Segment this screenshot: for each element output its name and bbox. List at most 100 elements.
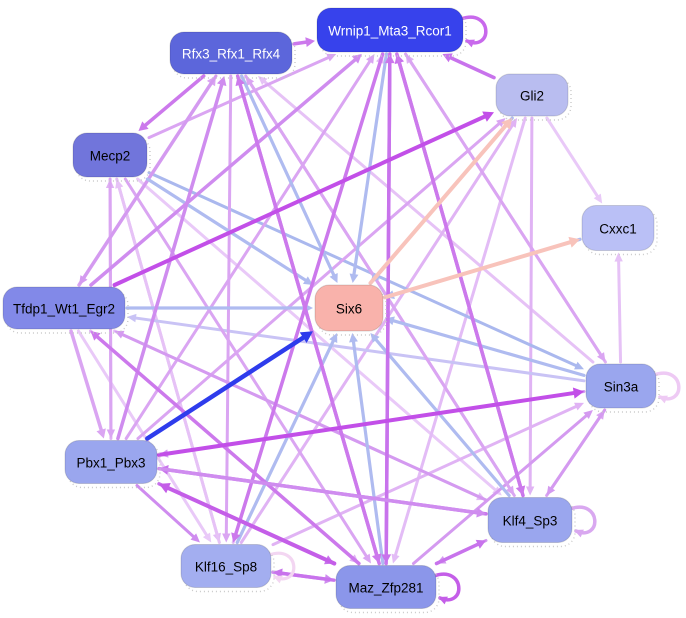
node-box-tfdp1[interactable]	[2, 286, 126, 330]
node-klf16[interactable]: Klf16_Sp8	[180, 544, 275, 593]
arrowhead-pbx1-sin3a	[572, 387, 584, 399]
self-loop-arrowhead-sin3a	[658, 395, 668, 404]
edge-maz-tfdp1	[92, 332, 361, 566]
edge-klf4-six6	[372, 335, 511, 498]
edge-maz-klf16	[276, 571, 336, 582]
node-pbx1[interactable]: Pbx1_Pbx3	[64, 440, 161, 489]
arrowhead-klf16-six6	[329, 333, 338, 344]
self-loop-klf4	[568, 505, 597, 535]
arrowhead-wrnip-six6	[349, 273, 359, 283]
node-klf4[interactable]: Klf4_Sp3	[487, 497, 576, 548]
arrowhead-rfx-klf16	[222, 533, 231, 543]
arrowhead-wrnip-maz	[381, 554, 392, 564]
arrowhead-wrnip-sin3a	[597, 352, 606, 362]
edge-pbx1-wrnip	[124, 57, 374, 440]
arrowhead-rfx-tfdp1	[79, 275, 88, 285]
edge-klf16-gli2	[239, 121, 516, 544]
self-loop-maz	[432, 572, 461, 602]
edge-pbx1-six6	[145, 332, 310, 441]
node-box-maz[interactable]	[335, 565, 437, 609]
node-label-rfx: Rfx3_Rfx1_Rfx4	[182, 47, 281, 62]
node-label-klf16: Klf16_Sp8	[195, 560, 257, 575]
edge-gli2-wrnip	[445, 54, 496, 80]
node-label-tfdp1: Tfdp1_Wt1_Egr2	[13, 302, 115, 317]
edge-mecp2-sin3a	[147, 171, 581, 369]
edge-mecp2-klf4	[136, 177, 500, 494]
node-box-wrnip[interactable]	[316, 7, 464, 53]
edge-klf4-tfdp1	[117, 331, 488, 502]
self-loop-arrowhead-klf4	[574, 529, 584, 538]
edge-tfdp1-gli2	[112, 112, 491, 287]
arrowhead-sin3a-klf4	[546, 485, 556, 496]
arrowhead-mecp2-wrnip	[326, 53, 337, 62]
node-box-mecp2[interactable]	[72, 132, 148, 178]
edge-wrnip-sin3a	[404, 52, 604, 359]
arrowhead-gli2-klf4	[525, 486, 535, 496]
node-box-cxxc1[interactable]	[581, 205, 655, 251]
node-box-rfx[interactable]	[169, 31, 293, 75]
arrowhead-maz-pbx1	[159, 483, 171, 494]
arrowhead-pbx1-klf16	[190, 533, 201, 543]
edge-sin3a-six6	[388, 318, 586, 377]
node-wrnip[interactable]: Wrnip1_Mta3_Rcor1	[316, 7, 467, 57]
arrowhead-maz-six6	[349, 333, 358, 343]
edge-tfdp1-pbx1	[69, 329, 104, 436]
node-label-gli2: Gli2	[520, 89, 544, 104]
edge-klf16-sin3a	[271, 403, 581, 547]
edge-rfx-six6	[240, 74, 337, 280]
self-loop-arrowhead-wrnip	[465, 39, 475, 48]
edge-gli2-klf4	[528, 116, 534, 492]
arrowhead-maz-klf4	[475, 539, 486, 549]
edge-klf16-six6	[235, 336, 337, 545]
node-box-six6[interactable]	[314, 284, 384, 332]
node-label-klf4: Klf4_Sp3	[503, 514, 558, 529]
edge-gli2-cxxc1	[545, 116, 601, 201]
edge-rfx-maz	[235, 74, 380, 561]
edge-mecp2-six6	[145, 177, 311, 284]
arrowhead-tfdp1-wrnip	[351, 54, 362, 64]
node-box-klf4[interactable]	[487, 497, 573, 543]
arrowhead-wrnip-klf16	[231, 532, 241, 543]
node-shadow-wrnip	[319, 11, 467, 57]
arrowhead-rfx-maz	[371, 553, 382, 564]
edge-pbx1-klf16	[135, 484, 198, 541]
arrowhead-pbx1-wrnip	[366, 54, 375, 64]
arrowhead-wrnip-klf4	[515, 485, 526, 496]
node-label-mecp2: Mecp2	[90, 149, 131, 164]
node-mecp2[interactable]: Mecp2	[72, 132, 151, 182]
edge-sin3a-cxxc1	[617, 256, 623, 364]
arrowhead-rfx-wrnip	[305, 37, 315, 48]
node-cxxc1[interactable]: Cxxc1	[581, 205, 658, 256]
self-loop-sin3a	[652, 371, 681, 401]
arrowhead-pbx1-klf4	[476, 507, 486, 518]
node-box-klf16[interactable]	[180, 544, 272, 588]
node-sin3a[interactable]: Sin3a	[585, 363, 660, 413]
edge-maz-pbx1	[162, 484, 337, 566]
edge-wrnip-klf4	[395, 52, 524, 493]
edge-sin3a-rfx	[260, 78, 595, 364]
node-maz[interactable]: Maz_Zfp281	[335, 565, 440, 614]
node-tfdp1[interactable]: Tfdp1_Wt1_Egr2	[2, 286, 129, 334]
node-label-maz: Maz_Zfp281	[348, 581, 423, 596]
edge-wrnip-six6	[351, 52, 389, 280]
node-six6[interactable]: Six6	[314, 284, 387, 336]
node-shadow-mecp2	[75, 136, 151, 182]
node-box-gli2[interactable]	[495, 73, 569, 117]
node-shadow-gli2	[498, 77, 572, 121]
arrowhead-six6-cxxc1	[568, 236, 580, 248]
edge-pbx1-klf4	[157, 466, 483, 515]
self-loop-wrnip	[459, 15, 488, 45]
node-box-sin3a[interactable]	[585, 363, 657, 409]
arrowhead-klf16-gli2	[508, 118, 518, 128]
arrowhead-rfx-klf4	[505, 485, 515, 496]
arrowhead-sin3a-tfdp1	[127, 313, 137, 323]
node-rfx[interactable]: Rfx3_Rfx1_Rfx4	[169, 31, 296, 79]
node-gli2[interactable]: Gli2	[495, 73, 572, 121]
node-label-cxxc1: Cxxc1	[599, 222, 637, 237]
node-box-pbx1[interactable]	[64, 440, 158, 484]
self-loop-klf16	[267, 551, 296, 581]
arrowhead-pbx1-rfx	[216, 76, 227, 87]
edge-rfx-klf4	[244, 74, 513, 493]
edge-wrnip-maz	[384, 52, 392, 560]
